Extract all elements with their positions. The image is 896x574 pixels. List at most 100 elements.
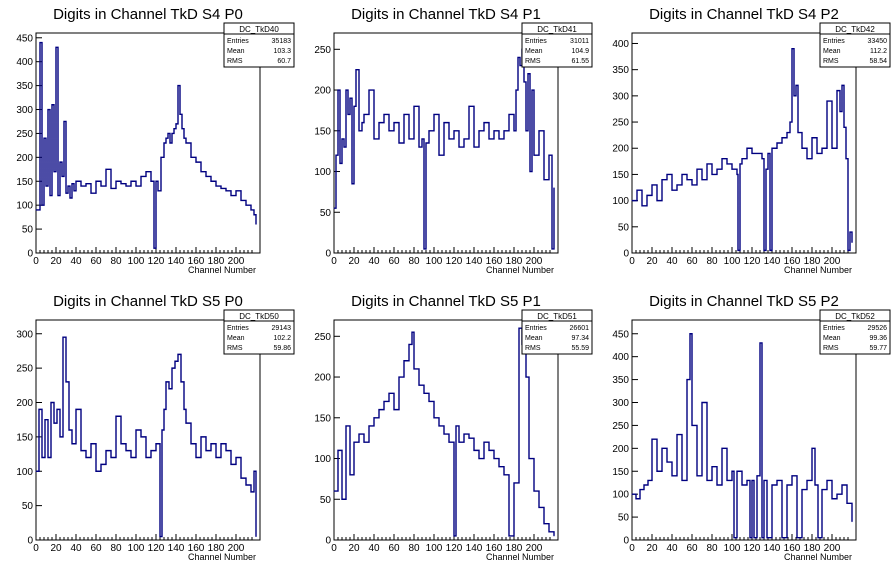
data-point [155,180,157,182]
data-point [157,190,159,192]
x-tick-label: 60 [686,256,698,267]
y-tick-label: 350 [612,65,629,76]
data-point [355,69,357,71]
data-point [181,128,183,130]
x-tick-label: 60 [90,256,102,267]
data-point [789,121,791,123]
x-tick-label: 100 [426,256,443,267]
data-point [190,156,192,158]
data-point [751,153,753,154]
y-tick-label: 0 [623,249,629,260]
x-axis-title: Channel Number [188,552,256,562]
x-axis-title: Channel Number [486,552,554,562]
y-tick-label: 350 [16,81,33,92]
data-point [35,209,37,211]
stats-label-entries: Entries [525,325,547,332]
data-point [478,130,480,132]
data-point [831,147,833,149]
data-point [527,73,529,75]
data-point [839,111,841,112]
x-tick-label: 60 [90,543,102,554]
data-point [85,183,87,185]
data-point [841,484,843,486]
x-tick-label: 80 [110,543,122,554]
x-tick-label: 160 [486,256,503,267]
data-point [711,174,713,175]
data-point [125,185,127,187]
x-tick-label: 180 [804,543,821,554]
data-point [75,180,77,182]
data-point [177,353,179,355]
data-point [631,200,633,202]
data-point [548,531,550,533]
x-tick-label: 140 [168,256,185,267]
stats-box-frame [223,22,295,68]
y-tick-label: 400 [612,39,629,50]
data-point [701,402,703,403]
x-tick-label: 20 [348,256,360,267]
data-point [651,184,653,186]
data-point [455,425,457,427]
stats-value-rms: 55.59 [571,345,589,352]
data-point [41,457,43,458]
stats-name: DC_TkD50 [239,312,279,321]
x-tick-label: 160 [784,256,801,267]
data-point [140,176,142,177]
data-point [443,122,445,124]
x-tick-label: 60 [686,543,698,554]
data-point [347,114,349,115]
data-point [335,154,337,156]
data-point [220,443,222,445]
y-tick-label: 150 [16,432,33,443]
data-point [171,367,173,369]
data-point [763,480,765,481]
data-point [759,342,761,344]
data-point [448,138,450,140]
stats-box: DC_TkD42 Entries 33450 Mean 112.2 RMS 58.54 [819,22,891,68]
data-point [739,163,741,165]
data-point [791,48,793,50]
chart-title: Digits in Channel TkD S4 P2 [649,6,839,23]
data-point [661,447,663,449]
data-point [767,153,769,154]
x-tick-label: 80 [408,543,420,554]
data-point [115,415,117,417]
data-point [383,401,385,402]
chart-pad-5: Digits in Channel TkD S5 P10 20 40 60 80 100 1… [314,293,593,562]
x-tick-label: 40 [368,543,380,554]
y-tick-label: 150 [16,177,33,188]
x-tick-label: 40 [666,256,678,267]
data-point [253,470,255,472]
data-point [161,429,163,431]
y-tick-label: 300 [612,91,629,102]
data-point [159,536,161,537]
data-point [120,183,122,185]
y-tick-label: 250 [314,332,331,343]
data-point [169,142,171,144]
y-tick-label: 300 [16,329,33,340]
x-tick-label: 20 [348,543,360,554]
data-point [463,433,465,435]
data-point [515,89,517,91]
data-point [776,480,778,481]
stats-value-entries: 31011 [570,38,589,45]
data-point [831,498,833,500]
y-tick-label: 50 [320,208,332,219]
y-tick-label: 200 [16,398,33,409]
data-point [425,142,427,144]
data-point [173,128,175,130]
data-point [413,105,415,107]
data-point [513,130,515,132]
data-point [553,535,555,537]
x-axis-title: Channel Number [784,265,852,275]
data-point [73,190,75,192]
data-point [737,249,739,251]
stats-label-mean: Mean [525,48,543,55]
data-point [781,137,783,139]
y-tick-label: 0 [27,536,33,547]
data-point [163,142,165,144]
data-point [373,417,375,419]
data-point [388,392,390,394]
y-tick-label: 100 [16,201,33,212]
data-point [701,179,703,181]
